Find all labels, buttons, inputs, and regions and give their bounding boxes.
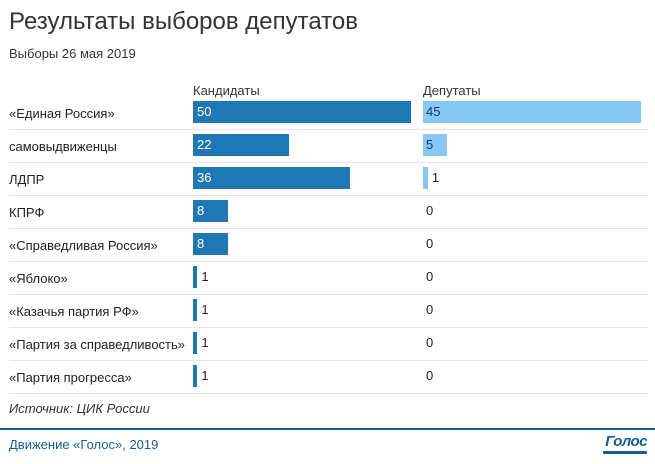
column-header-candidates: Кандидаты bbox=[193, 83, 260, 98]
bar-candidates bbox=[193, 134, 289, 156]
data-label-deputies: 0 bbox=[426, 269, 434, 284]
row-divider bbox=[9, 360, 648, 361]
chart-title: Результаты выборов депутатов bbox=[9, 8, 358, 35]
data-label-deputies: 0 bbox=[426, 368, 434, 383]
chart-row: «Партия за справедливость» 1 0 bbox=[0, 328, 655, 361]
bar-candidates bbox=[193, 101, 411, 123]
category-label: «Единая Россия» bbox=[9, 106, 115, 121]
bar-deputies bbox=[423, 167, 428, 189]
source-note: Источник: ЦИК России bbox=[9, 401, 150, 416]
row-divider bbox=[9, 228, 648, 229]
data-label-deputies: 45 bbox=[426, 104, 441, 119]
bar-candidates bbox=[193, 365, 198, 387]
bar-candidates bbox=[193, 167, 350, 189]
bar-deputies bbox=[423, 101, 641, 123]
row-divider bbox=[9, 195, 648, 196]
bar-candidates bbox=[193, 332, 198, 354]
row-divider bbox=[9, 162, 648, 163]
chart-subtitle: Выборы 26 мая 2019 bbox=[9, 46, 136, 61]
data-label-deputies: 0 bbox=[426, 203, 434, 218]
bar-deputies bbox=[423, 134, 448, 156]
data-label-candidates: 1 bbox=[201, 368, 209, 383]
category-label: «Партия прогресса» bbox=[9, 370, 132, 385]
column-header-deputies: Депутаты bbox=[423, 83, 481, 98]
chart-row: «Казачья партия РФ» 1 0 bbox=[0, 295, 655, 328]
category-label: «Яблоко» bbox=[9, 271, 68, 286]
row-divider bbox=[9, 129, 648, 130]
row-divider bbox=[9, 294, 648, 295]
category-label: «Партия за справедливость» bbox=[9, 337, 186, 352]
logo-wordmark: Голос bbox=[605, 433, 647, 450]
bar-candidates bbox=[193, 200, 228, 222]
footer-credit: Движение «Голос», 2019 bbox=[9, 437, 159, 452]
row-divider bbox=[9, 327, 648, 328]
footer-divider bbox=[0, 428, 655, 430]
bar-candidates bbox=[193, 266, 198, 288]
bar-candidates bbox=[193, 299, 198, 321]
category-label: ЛДПР bbox=[9, 172, 45, 187]
data-label-candidates: 1 bbox=[201, 302, 209, 317]
data-label-deputies: 0 bbox=[426, 335, 434, 350]
data-label-candidates: 1 bbox=[201, 335, 209, 350]
chart-row: ЛДПР 36 1 bbox=[0, 163, 655, 196]
golos-logo: Голос bbox=[601, 433, 647, 459]
data-label-deputies: 0 bbox=[426, 302, 434, 317]
data-label-candidates: 22 bbox=[197, 137, 212, 152]
chart-row: «Единая Россия» 50 45 bbox=[0, 97, 655, 130]
category-label: самовыдвиженцы bbox=[9, 139, 117, 154]
data-label-candidates: 50 bbox=[197, 104, 212, 119]
data-label-deputies: 0 bbox=[426, 236, 434, 251]
category-label: КПРФ bbox=[9, 205, 45, 220]
row-divider bbox=[9, 393, 648, 394]
data-label-candidates: 1 bbox=[201, 269, 209, 284]
data-label-candidates: 8 bbox=[197, 236, 205, 251]
chart-row: КПРФ 8 0 bbox=[0, 196, 655, 229]
chart-row: «Партия прогресса» 1 0 bbox=[0, 361, 655, 394]
category-label: «Справедливая Россия» bbox=[9, 238, 158, 253]
data-label-candidates: 8 bbox=[197, 203, 205, 218]
row-divider bbox=[9, 261, 648, 262]
chart-row: «Яблоко» 1 0 bbox=[0, 262, 655, 295]
logo-underline bbox=[603, 451, 647, 454]
chart-row: «Справедливая Россия» 8 0 bbox=[0, 229, 655, 262]
data-label-deputies: 1 bbox=[431, 170, 440, 185]
data-label-candidates: 36 bbox=[197, 170, 212, 185]
bar-candidates bbox=[193, 233, 228, 255]
chart-row: самовыдвиженцы 22 5 bbox=[0, 130, 655, 163]
data-label-deputies: 5 bbox=[426, 137, 434, 152]
category-label: «Казачья партия РФ» bbox=[9, 304, 139, 319]
